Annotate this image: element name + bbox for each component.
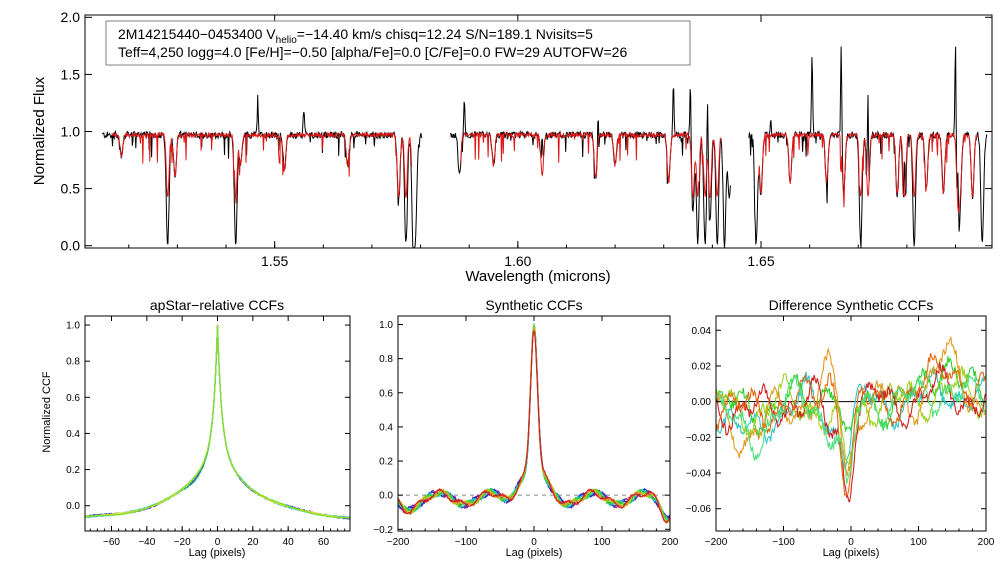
x-tick-label: −100 — [772, 537, 795, 548]
synthetic-ccf-panel: Synthetic CCFs −200 −100 0 100 200 −0.2 0.0 0.2… — [373, 297, 679, 559]
difference-ccf-title: Difference Synthetic CCFs — [769, 297, 934, 313]
y-tick-label: −0.06 — [686, 504, 712, 515]
x-tick-label: −200 — [387, 537, 410, 548]
x-tick-label: −100 — [455, 537, 478, 548]
y-tick-label: 0.00 — [692, 397, 712, 408]
y-tick-label: 0.6 — [379, 388, 393, 399]
x-tick-label: 1.65 — [747, 253, 774, 269]
difference-ccf-x-axis-label: Lag (pixels) — [823, 547, 880, 559]
model-spectrum-line — [460, 131, 721, 198]
y-tick-label: 0.8 — [66, 357, 80, 368]
difference-ccf-series-line — [715, 356, 986, 439]
y-tick-label: 0.4 — [379, 422, 393, 433]
difference-ccf-axes-frame — [715, 315, 987, 532]
x-tick-label: 0 — [215, 537, 221, 548]
synthetic-ccf-series-line — [397, 327, 671, 518]
difference-ccf-series-line — [715, 335, 986, 477]
x-tick-label: −60 — [103, 537, 120, 548]
synthetic-ccf-x-axis-label: Lag (pixels) — [506, 547, 563, 559]
observed-spectrum-line — [101, 94, 422, 249]
y-tick-label: 0.0 — [66, 501, 80, 512]
apstar-ccf-lines — [84, 324, 351, 520]
annotation-line-2: Teff=4,250 logg=4.0 [Fe/H]=−0.50 [alpha/… — [118, 44, 627, 60]
annotation-star-velocity: 2M14215440−0453400 V — [118, 26, 276, 42]
y-tick-label: 1.0 — [379, 320, 393, 331]
model-spectrum-line — [111, 130, 413, 204]
x-tick-label: 0 — [848, 537, 854, 548]
x-tick-label: 200 — [978, 537, 995, 548]
annotation-stats: =−14.40 km/s chisq=12.24 S/N=189.1 Nvisi… — [297, 26, 593, 42]
y-tick-label: 0.6 — [66, 393, 80, 404]
y-tick-label: −0.02 — [686, 433, 712, 444]
synthetic-ccf-lines — [397, 322, 671, 524]
y-tick-label: 1.0 — [66, 321, 80, 332]
synthetic-ccf-title: Synthetic CCFs — [485, 297, 582, 313]
difference-ccf-series-line — [715, 367, 986, 469]
y-tick-label: 1.0 — [61, 123, 81, 139]
synthetic-ccf-series-line — [397, 325, 671, 519]
difference-ccf-series-line — [715, 362, 986, 503]
y-tick-label: 1.5 — [61, 66, 81, 82]
annotation-box-frame — [105, 20, 691, 66]
apstar-ccf-panel: apStar−relative CCFs −60 −40 −20 0 20 40 60 0.0… — [41, 297, 351, 559]
y-tick-label: 0.5 — [61, 181, 81, 197]
x-tick-label: 0 — [531, 537, 537, 548]
spectrum-panel: 1.55 1.60 1.65 0.0 0.5 1.0 1.5 2.0 2M14215440−0… — [31, 9, 993, 285]
y-tick-label: −0.04 — [686, 469, 712, 480]
x-tick-label: −200 — [705, 537, 728, 548]
y-tick-label: 0.8 — [379, 354, 393, 365]
apstar-ccf-axes-frame — [84, 315, 351, 532]
apstar-ccf-x-axis-label: Lag (pixels) — [189, 547, 246, 559]
y-tick-label: 0.0 — [61, 238, 81, 254]
y-tick-label: 0.04 — [692, 326, 712, 337]
y-tick-label: 0.2 — [66, 465, 80, 476]
apstar-ccf-series-line — [84, 324, 351, 520]
y-tick-label: 0.4 — [66, 429, 80, 440]
x-tick-label: 100 — [910, 537, 927, 548]
difference-ccf-lines — [715, 335, 986, 503]
apstar-ccf-ticks: −60 −40 −20 0 20 40 60 0.0 0.2 0.4 0.6 0.8 1.0 — [66, 316, 350, 548]
y-tick-label: 0.02 — [692, 361, 712, 372]
observed-spectrum-line — [748, 46, 988, 249]
spectrum-annotation-box: 2M14215440−0453400 Vhelio=−14.40 km/s ch… — [105, 20, 691, 66]
difference-ccf-series-line — [715, 353, 986, 496]
x-tick-label: −20 — [174, 537, 191, 548]
difference-ccf-series-line — [715, 375, 986, 484]
apstar-ccf-title: apStar−relative CCFs — [150, 297, 284, 313]
x-tick-label: 40 — [283, 537, 295, 548]
observed-spectrum-line — [450, 88, 731, 248]
synthetic-ccf-series-line — [397, 330, 671, 524]
annotation-line-1: 2M14215440−0453400 Vhelio=−14.40 km/s ch… — [118, 26, 593, 46]
x-tick-label: 1.60 — [504, 253, 531, 269]
x-tick-label: 20 — [247, 537, 259, 548]
difference-ccf-ticks: −200 −100 0 100 200 −0.06 −0.04 −0.02 0.00 0.02 0.… — [686, 316, 995, 548]
y-tick-label: 2.0 — [61, 9, 81, 25]
synthetic-ccf-ticks: −200 −100 0 100 200 −0.2 0.0 0.2 0.4 0.6 0.8 1.0 — [373, 316, 679, 548]
apstar-ccf-series-line — [85, 324, 350, 519]
y-tick-label: 0.2 — [379, 457, 393, 468]
spectrum-x-axis-label: Wavelength (microns) — [465, 268, 610, 285]
x-tick-label: −40 — [138, 537, 155, 548]
y-tick-label: −0.2 — [373, 525, 393, 536]
x-tick-label: 1.55 — [261, 253, 288, 269]
y-tick-label: 0.0 — [379, 491, 393, 502]
difference-ccf-panel: Difference Synthetic CCFs −200 −100 0 100 20… — [686, 297, 995, 559]
x-tick-label: 60 — [318, 537, 330, 548]
x-tick-label: 100 — [594, 537, 611, 548]
spectrum-lines — [101, 46, 988, 249]
model-spectrum-line — [758, 131, 978, 213]
apstar-ccf-series-line — [84, 325, 351, 519]
apstar-ccf-series-line — [84, 325, 350, 519]
annotation-velocity-subscript: helio — [276, 35, 298, 46]
apstar-ccf-y-axis-label: Normalized CCF — [41, 371, 53, 453]
synthetic-ccf-series-line — [397, 323, 671, 523]
x-tick-label: 200 — [662, 537, 679, 548]
apstar-ccf-series-line — [84, 324, 351, 519]
difference-ccf-series-line — [715, 366, 986, 466]
spectrum-y-axis-label: Normalized Flux — [31, 76, 48, 185]
spectrum-ticks: 1.55 1.60 1.65 0.0 0.5 1.0 1.5 2.0 — [61, 9, 992, 269]
